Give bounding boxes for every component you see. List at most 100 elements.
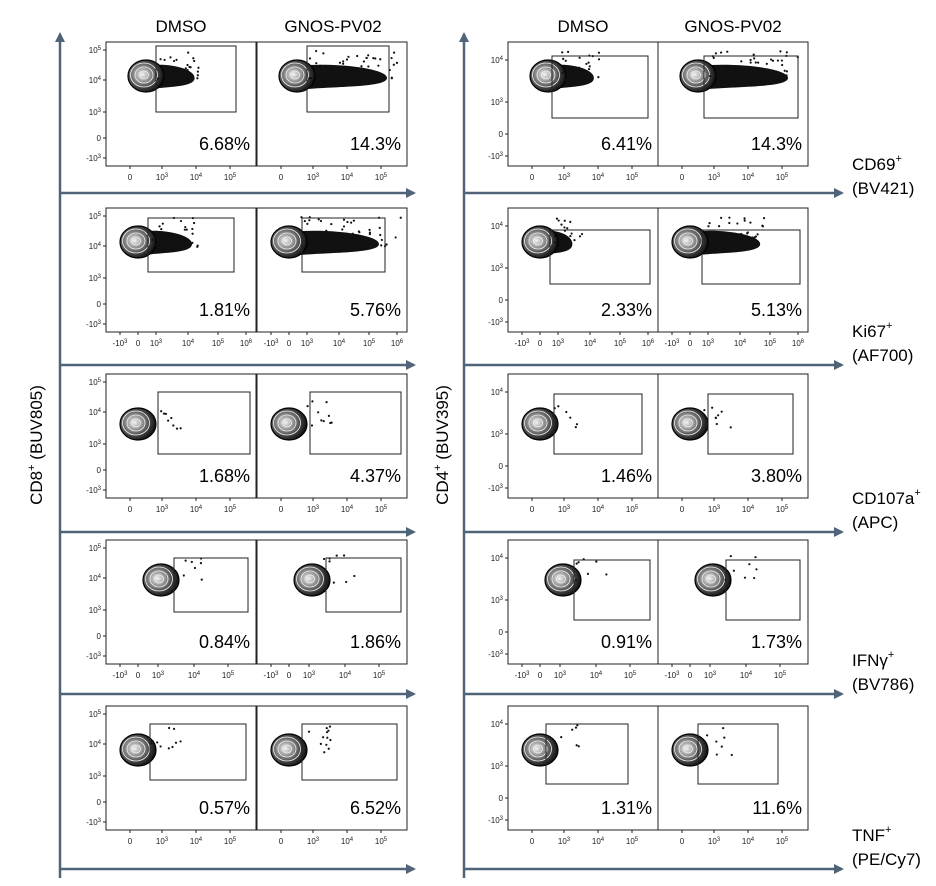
event-dot (367, 54, 370, 57)
gate-percentage: 1.81% (199, 300, 250, 320)
plot-panel-cd4-row3-dmso: 1.46% 104 103 0 -103 0 103 104 105 (488, 373, 659, 514)
x-tick-label: 103 (558, 173, 571, 182)
x-tick-label: 0 (688, 339, 693, 348)
event-dot (158, 225, 161, 228)
event-dot (327, 729, 330, 732)
event-dot (179, 219, 183, 223)
event-dot (327, 747, 330, 750)
density-contour-line (122, 228, 150, 254)
y-tick-label: -103 (488, 318, 504, 327)
x-tick-label: 0 (128, 505, 133, 514)
event-dot (563, 226, 566, 229)
gate-box (157, 391, 251, 455)
x-tick-label: 0 (680, 505, 685, 514)
event-dot (776, 79, 779, 82)
density-contour-line (282, 236, 292, 246)
gate-box (549, 229, 651, 285)
density-contour-line (290, 70, 300, 80)
x-tick-label: 0 (128, 173, 133, 182)
event-dot (720, 410, 723, 413)
event-dot (706, 734, 709, 737)
x-tick-label: 104 (182, 339, 195, 348)
event-dot (322, 736, 325, 739)
event-dot (309, 76, 313, 80)
gate-percentage: 3.80% (751, 466, 802, 486)
event-dot (585, 62, 588, 66)
event-dot (356, 54, 359, 58)
event-dot (380, 238, 383, 242)
event-dot (155, 236, 158, 239)
event-dot (749, 61, 752, 64)
x-tick-label: 104 (584, 339, 597, 348)
event-dot (561, 71, 564, 74)
event-dot (307, 239, 310, 242)
marker-label-2: Ki67+ (852, 320, 892, 341)
event-dot (392, 63, 395, 66)
x-tick-label: 0 (136, 339, 141, 348)
event-dot (707, 225, 710, 228)
event-dot (736, 222, 739, 225)
gate-box (707, 393, 794, 455)
x-tick-label: 103 (156, 837, 169, 846)
marker-label-4: IFNγ+ (852, 649, 894, 670)
event-dot (163, 58, 166, 62)
x-tick-label: 0 (279, 837, 284, 846)
x-tick-label: 0 (680, 173, 685, 182)
event-dot (306, 222, 309, 226)
x-tick-label: -103 (113, 339, 129, 348)
event-dot (394, 236, 397, 239)
event-dot (747, 239, 751, 242)
marker-channel-2: (AF700) (852, 346, 913, 365)
density-contour-line (282, 418, 292, 428)
event-dot (158, 232, 162, 236)
event-dot (175, 427, 179, 430)
plot-frame (507, 705, 659, 831)
density-contour-line (139, 70, 149, 80)
event-dot (167, 419, 170, 422)
event-dot (748, 563, 751, 566)
event-dot (703, 408, 706, 412)
event-dot (732, 569, 735, 572)
x-tick-label: -103 (113, 671, 129, 680)
event-dot (342, 76, 346, 79)
x-tick-label: 103 (150, 339, 163, 348)
event-dot (159, 745, 162, 748)
y-tick-label: 103 (491, 98, 504, 107)
x-tick-label: 103 (558, 505, 571, 514)
event-dot (187, 51, 190, 54)
event-dot (185, 228, 188, 231)
event-dot (605, 573, 608, 576)
event-dot (196, 74, 199, 77)
event-dot (566, 227, 569, 230)
event-dot (350, 221, 353, 224)
plot-panel-cd4-row1-dmso: 6.41% 104 103 0 -103 0 103 104 105 (488, 41, 659, 182)
y-tick-label: 103 (89, 606, 102, 615)
event-dot (156, 741, 159, 744)
plot-panel-cd4-row4-gnos: 1.73% -103 0 103 104 105 (657, 539, 809, 680)
y-tick-label: 0 (499, 794, 504, 803)
x-tick-label: 105 (375, 505, 388, 514)
gate-box (703, 55, 799, 119)
event-dot (322, 52, 325, 55)
density-tail (698, 64, 788, 90)
density-contour-line (273, 228, 301, 254)
x-tick-label: 0 (530, 173, 535, 182)
event-dot (317, 218, 320, 221)
event-dot (597, 51, 601, 54)
event-dot (708, 221, 711, 225)
event-dot (771, 59, 775, 62)
event-dot (160, 237, 164, 240)
row-axes (60, 188, 844, 874)
density-contour-line (536, 66, 556, 84)
event-dot (759, 74, 763, 77)
event-dot (378, 226, 381, 229)
y-tick-label: 0 (97, 134, 102, 143)
event-dot (318, 74, 321, 77)
density-contour-line (273, 410, 301, 436)
event-dot (330, 222, 333, 226)
marker-label-5: TNF+ (852, 824, 891, 845)
y-tick-label: 0 (97, 798, 102, 807)
event-dot (554, 241, 557, 244)
gate-percentage: 1.46% (601, 466, 652, 486)
event-dot (172, 727, 176, 730)
